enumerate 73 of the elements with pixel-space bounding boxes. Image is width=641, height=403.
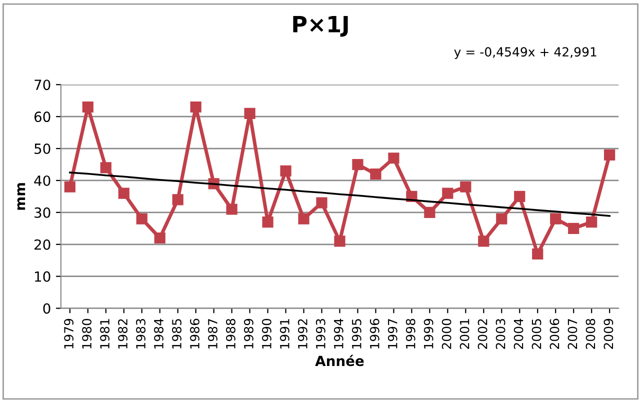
y-tick-label: 50 [34, 144, 50, 154]
point [226, 204, 238, 215]
x-tick-label: 2008 [586, 318, 596, 349]
line-series [68, 172, 610, 217]
x-tick-label: 1983 [136, 319, 146, 348]
point [298, 213, 310, 224]
point [136, 213, 148, 224]
x-tick-label: 1987 [208, 319, 218, 348]
y-tick-label: 70 [34, 80, 50, 90]
x-tick-label: 2006 [550, 318, 560, 349]
x-tick-label: 1990 [262, 318, 272, 348]
x-tick-label: 1997 [388, 319, 398, 348]
y-tick-label: 40 [34, 175, 50, 186]
point [100, 162, 112, 174]
point [460, 181, 472, 192]
point [154, 232, 166, 244]
x-tick-label: 2009 [604, 318, 614, 349]
x-tick-label: 2000 [442, 318, 452, 349]
x-tick-label: 1985 [172, 319, 182, 348]
x-tick-label: 2002 [478, 319, 488, 349]
x-tick-label: 1989 [244, 318, 254, 348]
y-tick-label: 10 [35, 271, 50, 282]
x-tick-label: 1979 [64, 318, 74, 348]
x-tick-label: 1999 [424, 318, 434, 348]
point [550, 213, 562, 224]
point [244, 108, 256, 119]
x-tick-label: 1993 [316, 319, 326, 348]
x-tick-label: 1992 [298, 319, 308, 348]
x-tick-label: 1991 [280, 319, 290, 348]
x-tick-label: 1981 [100, 319, 110, 348]
point [388, 152, 400, 164]
point [478, 236, 490, 247]
point [280, 165, 292, 176]
y-tick-label: 60 [34, 112, 50, 122]
point [586, 216, 598, 228]
x-tick-label: 1988 [226, 318, 236, 348]
point [64, 181, 76, 192]
point [442, 188, 454, 199]
point [496, 213, 508, 224]
x-tick-label: 1995 [352, 319, 362, 348]
point [352, 158, 364, 170]
point [316, 197, 328, 208]
x-tick-label: 1982 [118, 319, 128, 348]
x-tick-label: 2005 [532, 319, 542, 349]
x-tick-label: 1996 [370, 318, 380, 348]
x-tick-label: 1998 [406, 318, 416, 348]
point [172, 194, 184, 206]
x-axis-title: Année [315, 354, 364, 366]
point [262, 216, 274, 228]
y-tick-label: 30 [34, 207, 50, 218]
point [568, 222, 580, 234]
x-tick-label: 2004 [514, 318, 524, 349]
y-axis-title: mm [17, 183, 26, 210]
point [82, 101, 94, 113]
x-tick-label: 2003 [496, 319, 506, 349]
point [118, 188, 130, 199]
point [424, 206, 436, 218]
y-tick-label: 0 [43, 303, 50, 314]
x-tick-label: 2007 [568, 319, 578, 349]
x-tick-label: 1980 [82, 318, 92, 348]
x-tick-label: 1986 [190, 318, 200, 348]
point [604, 149, 616, 160]
chart-title: P×1J [293, 16, 348, 37]
point [514, 190, 526, 202]
x-tick-label: 1984 [154, 318, 164, 348]
point [334, 236, 346, 247]
point [190, 101, 202, 113]
y-tick-label: 20 [34, 239, 50, 250]
point [370, 168, 382, 180]
text: y = -0,4549x + 42,991 [454, 47, 596, 60]
x-tick-label: 2001 [460, 319, 470, 349]
x-tick-label: 1994 [334, 318, 344, 348]
point [532, 248, 544, 260]
